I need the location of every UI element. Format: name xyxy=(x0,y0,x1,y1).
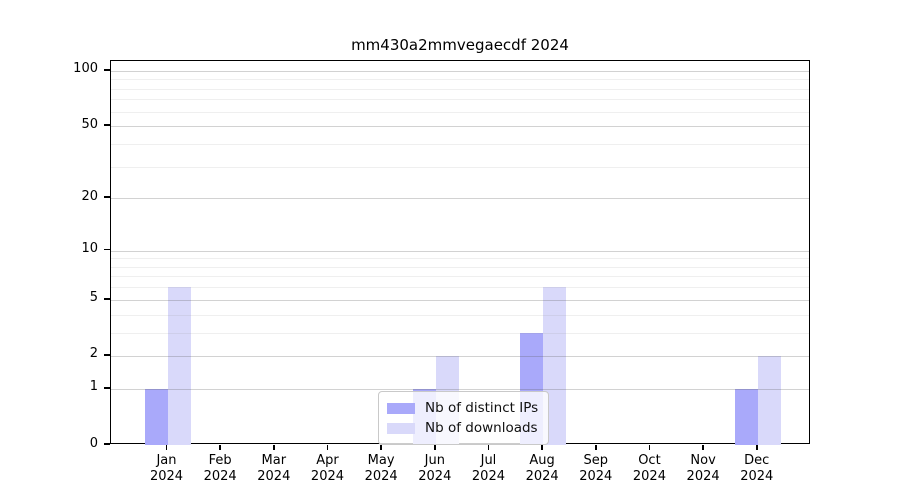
major-gridline xyxy=(111,388,809,390)
minor-gridline xyxy=(111,99,809,101)
y-tick-label: 10 xyxy=(81,241,98,257)
x-tick-month: Nov xyxy=(690,453,716,468)
x-tick-month: Jul xyxy=(480,453,497,468)
x-tick-year: 2024 xyxy=(310,469,345,485)
major-gridline xyxy=(111,355,809,357)
legend-item: Nb of downloads xyxy=(387,418,538,438)
y-tick-mark xyxy=(104,248,110,251)
chart-title: mm430a2mmvegaecdf 2024 xyxy=(351,36,569,54)
legend: Nb of distinct IPs Nb of downloads xyxy=(378,391,550,445)
x-tick-label: May 2024 xyxy=(351,453,411,486)
y-tick-label: 0 xyxy=(89,435,98,451)
y-tick-mark xyxy=(104,387,110,389)
y-tick-label: 1 xyxy=(89,379,98,395)
x-tick-mark xyxy=(594,445,597,450)
x-tick-month: Sep xyxy=(583,453,609,468)
x-tick-year: 2024 xyxy=(471,469,505,485)
x-tick-label: Sep 2024 xyxy=(566,453,626,486)
legend-item: Nb of distinct IPs xyxy=(387,398,538,418)
legend-label: Nb of downloads xyxy=(425,420,538,436)
x-tick-year: 2024 xyxy=(418,469,452,485)
x-tick-month: Mar xyxy=(261,453,287,468)
minor-gridline xyxy=(111,79,809,81)
y-tick-mark xyxy=(104,196,110,198)
x-tick-mark xyxy=(702,445,704,450)
bar-distinct-ips xyxy=(734,388,758,445)
x-tick-year: 2024 xyxy=(149,469,184,485)
x-tick-year: 2024 xyxy=(203,469,237,485)
y-tick-mark xyxy=(104,443,110,445)
y-tick-label: 50 xyxy=(81,116,98,132)
minor-gridline xyxy=(111,88,809,90)
x-tick-label: Jul 2024 xyxy=(458,453,518,486)
x-tick-month: Aug xyxy=(529,453,555,468)
x-tick-year: 2024 xyxy=(257,469,291,485)
minor-gridline xyxy=(111,143,809,145)
x-tick-month: Oct xyxy=(638,453,661,468)
minor-gridline xyxy=(111,166,809,168)
y-tick-label: 2 xyxy=(89,346,98,362)
bar-downloads xyxy=(757,355,781,445)
x-tick-label: Apr 2024 xyxy=(297,453,357,486)
bar-downloads xyxy=(167,287,191,445)
major-gridline xyxy=(111,250,809,252)
y-tick-label: 100 xyxy=(73,61,98,77)
x-tick-mark xyxy=(487,445,490,450)
x-tick-mark xyxy=(273,445,275,450)
legend-swatch xyxy=(387,402,415,414)
y-tick-mark xyxy=(104,354,110,356)
major-gridline xyxy=(111,299,809,301)
y-tick-label: 20 xyxy=(81,188,98,204)
x-tick-year: 2024 xyxy=(579,469,613,485)
bar-distinct-ips xyxy=(144,388,168,445)
x-tick-label: Jun 2024 xyxy=(405,453,465,486)
x-tick-mark xyxy=(434,445,436,450)
x-tick-year: 2024 xyxy=(686,469,720,485)
y-tick-mark xyxy=(104,124,110,126)
y-tick-mark xyxy=(104,69,110,71)
minor-gridline xyxy=(111,287,809,289)
x-tick-month: Dec xyxy=(744,453,770,468)
x-tick-month: Feb xyxy=(208,453,232,468)
x-tick-year: 2024 xyxy=(740,469,774,485)
major-gridline xyxy=(111,198,809,200)
x-tick-year: 2024 xyxy=(525,469,559,485)
minor-gridline xyxy=(111,111,809,113)
x-tick-mark xyxy=(165,445,168,450)
x-tick-label: Mar 2024 xyxy=(244,453,304,486)
major-gridline xyxy=(111,70,809,72)
minor-gridline xyxy=(111,332,809,334)
x-tick-month: Jan xyxy=(156,453,177,468)
x-tick-mark xyxy=(755,445,758,450)
minor-gridline xyxy=(111,276,809,278)
y-tick-mark xyxy=(104,297,110,300)
x-tick-label: Jan 2024 xyxy=(137,453,197,486)
x-tick-month: Jun xyxy=(424,453,445,468)
x-tick-mark xyxy=(219,445,221,450)
x-tick-month: May xyxy=(367,453,395,468)
minor-gridline xyxy=(111,258,809,260)
minor-gridline xyxy=(111,314,809,316)
legend-swatch xyxy=(387,422,415,434)
major-gridline xyxy=(111,126,809,128)
x-tick-mark xyxy=(380,445,382,450)
y-tick-label: 5 xyxy=(89,290,98,306)
plot-area xyxy=(110,60,810,445)
x-tick-year: 2024 xyxy=(364,469,398,485)
minor-gridline xyxy=(111,266,809,268)
x-tick-label: Feb 2024 xyxy=(190,453,250,486)
x-tick-mark xyxy=(648,445,651,450)
x-tick-label: Nov 2024 xyxy=(673,453,733,486)
x-tick-label: Aug 2024 xyxy=(512,453,572,486)
x-tick-label: Oct 2024 xyxy=(619,453,679,486)
x-tick-mark xyxy=(541,445,543,450)
x-tick-year: 2024 xyxy=(632,469,666,485)
legend-label: Nb of distinct IPs xyxy=(425,400,539,416)
x-tick-month: Apr xyxy=(316,453,339,468)
x-tick-label: Dec 2024 xyxy=(727,453,787,486)
x-tick-mark xyxy=(326,445,329,450)
